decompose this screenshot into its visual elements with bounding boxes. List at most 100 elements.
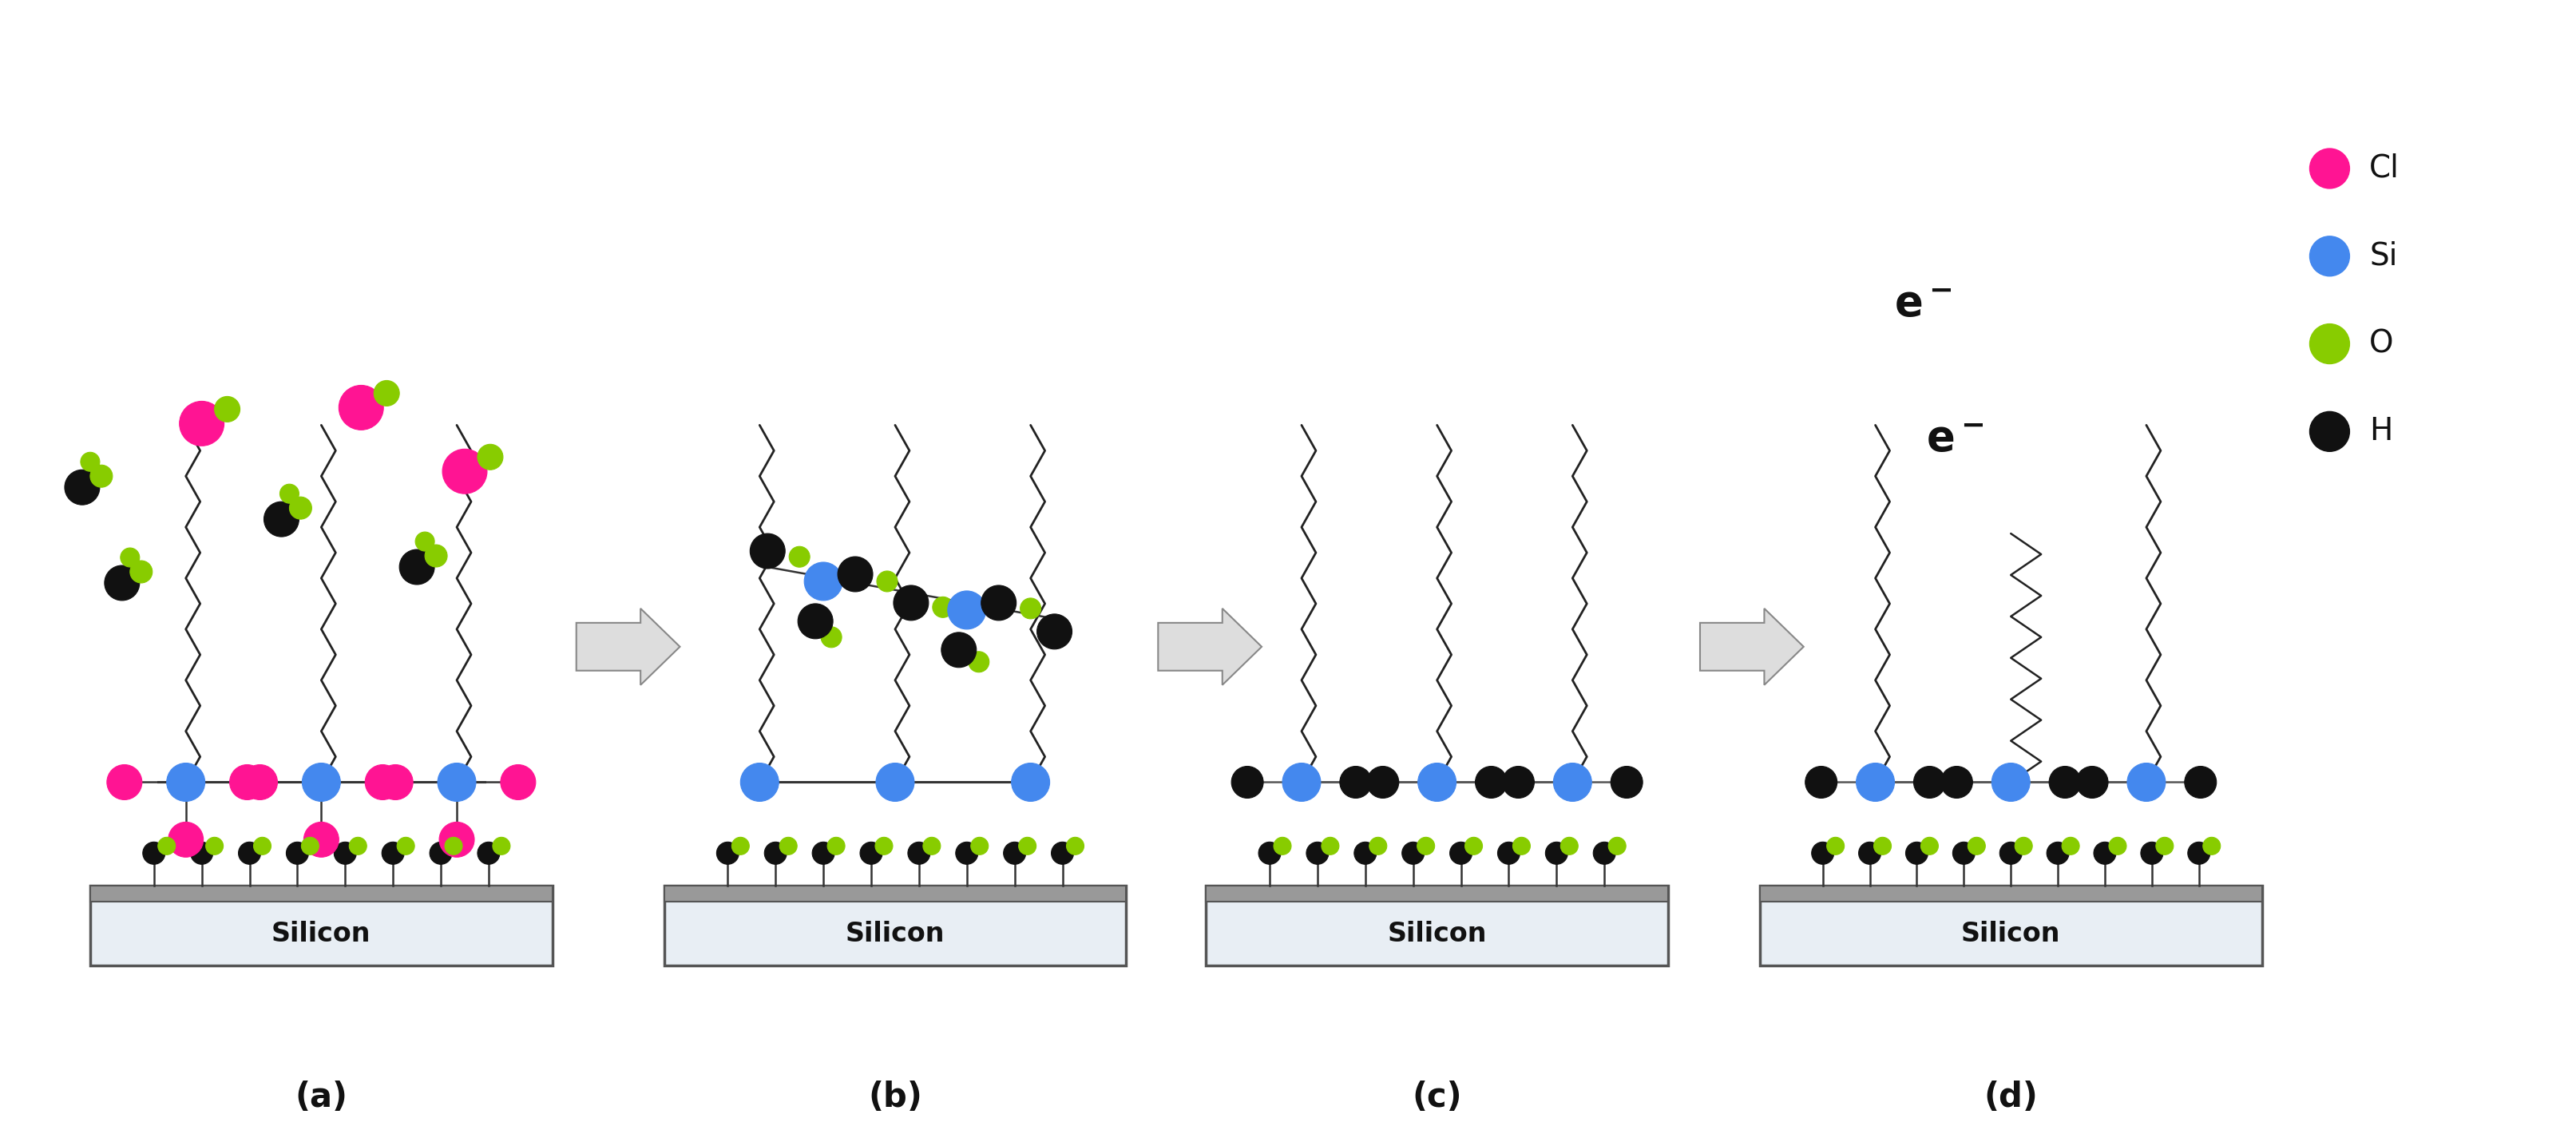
- Circle shape: [876, 763, 914, 802]
- Circle shape: [1306, 842, 1329, 864]
- Circle shape: [477, 444, 502, 469]
- Circle shape: [788, 547, 809, 568]
- Circle shape: [1340, 766, 1370, 798]
- Circle shape: [214, 396, 240, 421]
- Circle shape: [286, 842, 309, 864]
- FancyBboxPatch shape: [1759, 886, 2262, 965]
- Circle shape: [1321, 837, 1340, 854]
- FancyBboxPatch shape: [1206, 886, 1669, 902]
- Circle shape: [64, 469, 100, 505]
- FancyArrow shape: [577, 609, 680, 685]
- Circle shape: [1968, 837, 1986, 854]
- Circle shape: [1355, 842, 1376, 864]
- Circle shape: [1368, 766, 1399, 798]
- Text: Silicon: Silicon: [845, 920, 945, 947]
- Circle shape: [206, 837, 224, 854]
- Circle shape: [1466, 837, 1481, 854]
- Circle shape: [301, 837, 319, 854]
- FancyArrow shape: [1159, 609, 1262, 685]
- Circle shape: [366, 765, 399, 799]
- Circle shape: [438, 763, 477, 802]
- Circle shape: [1906, 842, 1927, 864]
- Circle shape: [477, 842, 500, 864]
- Circle shape: [1502, 766, 1535, 798]
- FancyBboxPatch shape: [665, 886, 1126, 965]
- Circle shape: [374, 380, 399, 407]
- Circle shape: [2311, 411, 2349, 451]
- Circle shape: [1811, 842, 1834, 864]
- Circle shape: [804, 562, 842, 601]
- Circle shape: [2141, 842, 2164, 864]
- Circle shape: [2094, 842, 2115, 864]
- Circle shape: [340, 385, 384, 429]
- Circle shape: [289, 497, 312, 520]
- Circle shape: [2061, 837, 2079, 854]
- FancyBboxPatch shape: [1206, 886, 1669, 965]
- Text: (d): (d): [1984, 1080, 2038, 1113]
- Circle shape: [80, 452, 100, 472]
- Circle shape: [1283, 763, 1321, 802]
- Circle shape: [1417, 763, 1455, 802]
- Circle shape: [781, 837, 796, 854]
- Circle shape: [827, 837, 845, 854]
- Circle shape: [180, 401, 224, 445]
- Circle shape: [415, 532, 435, 552]
- Circle shape: [252, 837, 270, 854]
- Circle shape: [1806, 766, 1837, 798]
- Circle shape: [799, 604, 832, 638]
- Circle shape: [1999, 842, 2022, 864]
- Circle shape: [167, 763, 206, 802]
- Circle shape: [121, 548, 139, 568]
- Circle shape: [281, 484, 299, 504]
- Circle shape: [2187, 842, 2210, 864]
- Circle shape: [1005, 842, 1025, 864]
- Circle shape: [1273, 837, 1291, 854]
- Circle shape: [732, 837, 750, 854]
- Text: O: O: [2370, 329, 2393, 359]
- Circle shape: [1476, 766, 1507, 798]
- Circle shape: [90, 465, 113, 488]
- Circle shape: [2110, 837, 2125, 854]
- Circle shape: [1940, 766, 1973, 798]
- Circle shape: [2184, 766, 2215, 798]
- Circle shape: [1450, 842, 1471, 864]
- Circle shape: [425, 545, 448, 568]
- Text: Silicon: Silicon: [270, 920, 371, 947]
- Circle shape: [922, 837, 940, 854]
- Circle shape: [860, 842, 884, 864]
- Text: Silicon: Silicon: [1388, 920, 1486, 947]
- Circle shape: [446, 837, 461, 854]
- Circle shape: [2311, 324, 2349, 364]
- Circle shape: [2311, 148, 2349, 188]
- Circle shape: [1370, 837, 1386, 854]
- Circle shape: [2311, 236, 2349, 276]
- Circle shape: [1914, 766, 1945, 798]
- FancyArrow shape: [1700, 609, 1803, 685]
- FancyBboxPatch shape: [1759, 886, 2262, 902]
- Circle shape: [381, 842, 404, 864]
- FancyBboxPatch shape: [90, 886, 551, 965]
- Text: Silicon: Silicon: [1960, 920, 2061, 947]
- Circle shape: [948, 590, 987, 629]
- Circle shape: [440, 822, 474, 858]
- Circle shape: [500, 765, 536, 799]
- Circle shape: [750, 533, 786, 569]
- Circle shape: [1991, 763, 2030, 802]
- Circle shape: [876, 837, 894, 854]
- Circle shape: [1873, 837, 1891, 854]
- Text: Cl: Cl: [2370, 153, 2401, 184]
- Circle shape: [1607, 837, 1625, 854]
- Circle shape: [956, 842, 979, 864]
- Circle shape: [940, 633, 976, 667]
- Circle shape: [2202, 837, 2221, 854]
- Circle shape: [739, 763, 778, 802]
- Circle shape: [1546, 842, 1569, 864]
- Circle shape: [876, 571, 896, 592]
- Circle shape: [263, 501, 299, 537]
- Circle shape: [1260, 842, 1280, 864]
- Circle shape: [1497, 842, 1520, 864]
- Circle shape: [716, 842, 739, 864]
- Circle shape: [379, 765, 412, 799]
- Text: $\mathbf{e^-}$: $\mathbf{e^-}$: [1927, 419, 1984, 460]
- Circle shape: [1512, 837, 1530, 854]
